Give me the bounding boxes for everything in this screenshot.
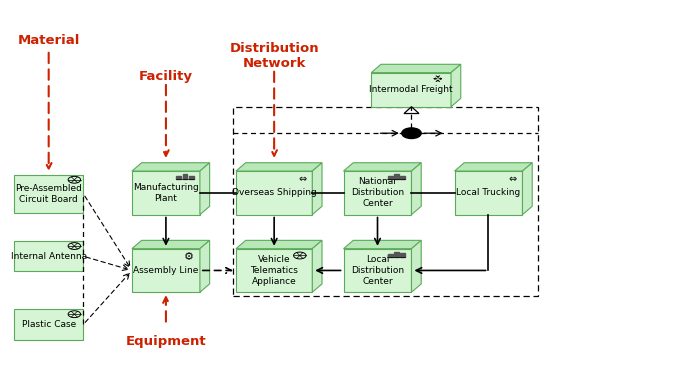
Polygon shape: [200, 163, 209, 215]
Bar: [14, 241, 83, 271]
Polygon shape: [312, 163, 322, 215]
Polygon shape: [343, 171, 412, 215]
Polygon shape: [200, 241, 209, 292]
Polygon shape: [312, 241, 322, 292]
Text: Distribution
Network: Distribution Network: [230, 41, 319, 70]
Polygon shape: [236, 171, 312, 215]
Polygon shape: [343, 163, 421, 171]
Polygon shape: [236, 163, 322, 171]
Polygon shape: [236, 249, 312, 292]
Bar: [388, 176, 393, 179]
Polygon shape: [236, 241, 322, 249]
Polygon shape: [132, 171, 200, 215]
Text: ⚙: ⚙: [184, 252, 194, 262]
Text: Assembly Line: Assembly Line: [133, 266, 199, 275]
Bar: [388, 254, 393, 256]
Text: ⇔: ⇔: [509, 174, 517, 184]
Text: Vehicle
Telematics
Appliance: Vehicle Telematics Appliance: [250, 255, 298, 286]
Polygon shape: [454, 163, 532, 171]
Text: Material: Material: [17, 34, 80, 47]
Polygon shape: [371, 64, 461, 73]
Circle shape: [402, 128, 421, 138]
Polygon shape: [132, 163, 209, 171]
Polygon shape: [412, 241, 421, 292]
Polygon shape: [132, 241, 209, 249]
Polygon shape: [451, 64, 461, 107]
Bar: [183, 174, 188, 179]
Text: Overseas Shipping: Overseas Shipping: [232, 188, 316, 197]
Text: Manufacturing
Plant: Manufacturing Plant: [133, 183, 199, 203]
Polygon shape: [371, 73, 451, 107]
Text: Equipment: Equipment: [126, 335, 206, 348]
Bar: [14, 309, 83, 340]
Text: National
Distribution
Center: National Distribution Center: [351, 177, 404, 209]
Text: Local Trucking: Local Trucking: [456, 188, 521, 197]
Polygon shape: [454, 171, 523, 215]
Polygon shape: [523, 163, 532, 215]
Bar: [394, 174, 399, 179]
Polygon shape: [343, 241, 421, 249]
Text: Pre-Assembled
Circuit Board: Pre-Assembled Circuit Board: [15, 184, 82, 204]
Polygon shape: [132, 249, 200, 292]
Polygon shape: [343, 249, 412, 292]
Text: Intermodal Freight: Intermodal Freight: [369, 85, 453, 94]
Text: Plastic Case: Plastic Case: [22, 320, 76, 329]
Bar: [14, 175, 83, 213]
Bar: [394, 252, 399, 257]
Text: Facility: Facility: [139, 70, 193, 83]
Text: ⇔: ⇔: [299, 174, 306, 184]
Polygon shape: [412, 163, 421, 215]
Bar: [189, 176, 193, 179]
Text: Internal Antenna: Internal Antenna: [10, 252, 87, 261]
Bar: [177, 176, 181, 179]
Text: Local
Distribution
Center: Local Distribution Center: [351, 255, 404, 286]
Bar: [401, 176, 406, 179]
Bar: [401, 253, 406, 256]
